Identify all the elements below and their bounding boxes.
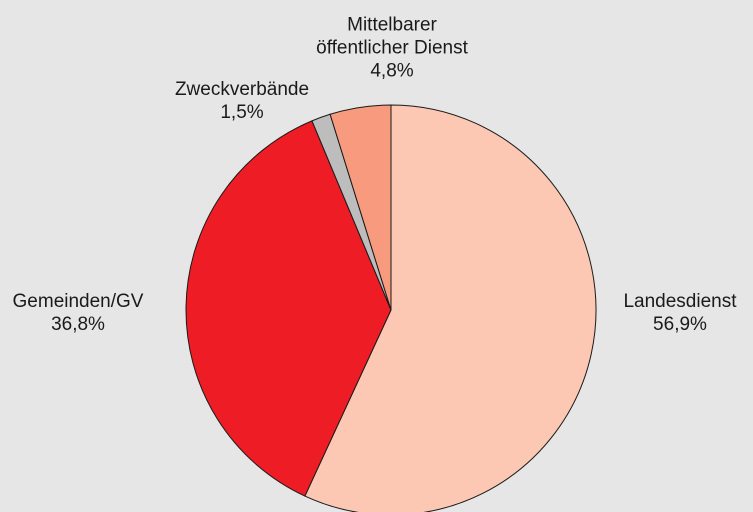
value-label: 56,9% [653, 314, 707, 335]
value-label: 36,8% [51, 314, 105, 335]
category-label: Landesdienst [623, 291, 737, 312]
value-label: 4,8% [370, 60, 414, 82]
slice-label: Zweckverbände 1,5% [175, 78, 309, 124]
slice-label: Mittelbarer öffentlicher Dienst 4,8% [300, 14, 485, 83]
pie-slice [185, 120, 392, 497]
pie-slice [304, 104, 597, 512]
value-label: 1,5% [220, 102, 264, 123]
pie-slice [329, 104, 392, 311]
category-label: Zweckverbände [174, 79, 310, 100]
slice-label: Landesdienst 56,9% [623, 290, 736, 336]
category-label: Gemeinden/GV [12, 291, 144, 312]
slice-label: Gemeinden/GV 36,8% [13, 290, 144, 336]
category-label: Mittelbarer öffentlicher Dienst [316, 14, 468, 59]
